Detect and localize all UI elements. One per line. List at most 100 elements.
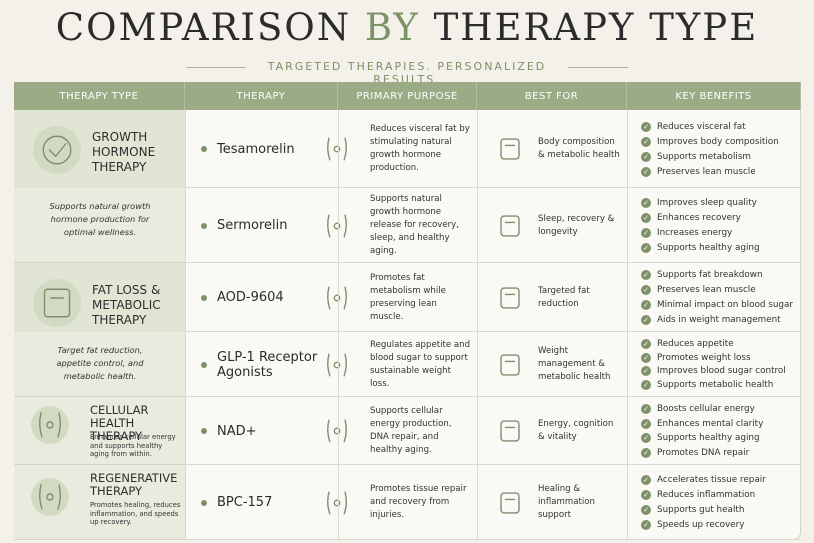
icon-part [39, 483, 61, 510]
check: ✓ [641, 285, 651, 296]
check: ✓ [641, 418, 651, 429]
check: ✓ [641, 352, 651, 363]
column-header: THERAPY TYPE [14, 82, 185, 110]
check: ✓ [641, 213, 651, 223]
benefit: Enhances mental clarity [657, 418, 764, 429]
best-for: Targeted fat reduction [538, 285, 590, 309]
rule [568, 67, 628, 68]
therapy-name: Tesamorelin [217, 141, 295, 157]
icon-part [327, 353, 347, 376]
icon-part [333, 361, 341, 368]
icon-part [500, 138, 520, 160]
col-divider [338, 110, 339, 540]
benefit: Supports fat breakdown [657, 270, 763, 281]
group-name: REGENERATIVE THERAPY [90, 471, 178, 498]
col-divider [185, 110, 186, 540]
icon [327, 137, 347, 161]
col-divider [477, 110, 478, 540]
group-name: GROWTH HORMONE THERAPY [92, 130, 156, 174]
icon-part [500, 286, 520, 309]
title: COMPARISON BY THERAPY TYPE [0, 6, 814, 49]
icon-part [46, 421, 54, 429]
icon-part [31, 406, 69, 444]
benefit: Improves blood sugar control [657, 366, 786, 377]
icon-part [327, 137, 347, 161]
icon-part [500, 353, 520, 376]
check: ✓ [641, 166, 651, 177]
best-for: Healing & inflammation support [538, 484, 595, 520]
column-header: THERAPY [185, 82, 338, 110]
check: ✓ [641, 338, 651, 349]
bullet [201, 294, 207, 301]
check: ✓ [641, 228, 651, 238]
bullet [201, 428, 207, 434]
icon-part [333, 499, 341, 506]
group-name: FAT LOSS & METABOLIC THERAPY [92, 283, 161, 327]
icon-part [500, 420, 520, 442]
icon-part [500, 214, 520, 237]
benefit: Supports gut health [657, 505, 745, 515]
best-for: Body composition & metabolic health [538, 137, 620, 160]
benefit: Preserves lean muscle [657, 166, 756, 177]
check: ✓ [641, 475, 651, 485]
title-part: BY [364, 6, 420, 49]
check: ✓ [641, 243, 651, 253]
benefit: Supports metabolic health [657, 380, 774, 391]
icon [500, 214, 520, 237]
purpose: Supports cellular energy production, DNA… [370, 406, 452, 455]
icon [327, 353, 347, 376]
icon [500, 420, 520, 442]
check: ✓ [641, 270, 651, 281]
icon [500, 286, 520, 309]
best-for: Weight management & metabolic health [538, 346, 611, 382]
purpose: Regulates appetite and blood sugar to su… [370, 339, 471, 389]
icon-part [333, 145, 341, 153]
benefit: Enhances recovery [657, 213, 741, 223]
purpose: Promotes tissue repair and recovery from… [370, 484, 467, 520]
group-desc: Supports natural growth hormone producti… [49, 201, 151, 237]
icon-part [327, 491, 347, 514]
check: ✓ [641, 404, 651, 415]
bullet [201, 222, 207, 229]
icon-part [333, 222, 341, 229]
benefit: Aids in weight management [657, 314, 781, 325]
therapy-name: NAD+ [217, 423, 257, 439]
icon-part [33, 279, 81, 327]
icon [327, 491, 347, 514]
icon-part [33, 126, 81, 174]
check: ✓ [641, 490, 651, 500]
check: ✓ [641, 366, 651, 377]
icon-part [48, 143, 67, 158]
group-desc: Target fat reduction, appetite control, … [56, 345, 144, 381]
therapy-name: BPC-157 [217, 495, 273, 510]
icon-part [333, 427, 341, 435]
icon-part [39, 412, 61, 438]
benefit: Accelerates tissue repair [657, 475, 766, 485]
best-for: Sleep, recovery & longevity [538, 213, 615, 237]
check: ✓ [641, 520, 651, 530]
benefit: Preserves lean muscle [657, 285, 756, 296]
icon-part [327, 214, 347, 237]
benefit: Speeds up recovery [657, 520, 745, 530]
icon [327, 286, 347, 309]
column-header: PRIMARY PURPOSE [338, 82, 477, 110]
benefit: Minimal impact on blood sugar [657, 299, 793, 310]
bullet [201, 361, 207, 368]
best-for: Energy, cognition & vitality [538, 419, 614, 442]
icon-part [46, 492, 54, 501]
check: ✓ [641, 314, 651, 325]
benefit: Increases energy [657, 228, 733, 238]
group-name: CELLULAR HEALTH THERAPY [90, 403, 149, 443]
column-header: KEY BENEFITS [627, 82, 801, 110]
check: ✓ [641, 299, 651, 310]
icon-part [327, 419, 347, 443]
benefit: Promotes DNA repair [657, 447, 750, 458]
icon-part [43, 288, 71, 318]
group-desc: Enhances cellular energy and supports he… [90, 433, 176, 458]
purpose: Reduces visceral fat by stimulating natu… [370, 124, 470, 173]
check: ✓ [641, 151, 651, 162]
benefit: Supports healthy aging [657, 243, 760, 253]
icon [33, 279, 81, 327]
check: ✓ [641, 447, 651, 458]
icon [327, 214, 347, 237]
